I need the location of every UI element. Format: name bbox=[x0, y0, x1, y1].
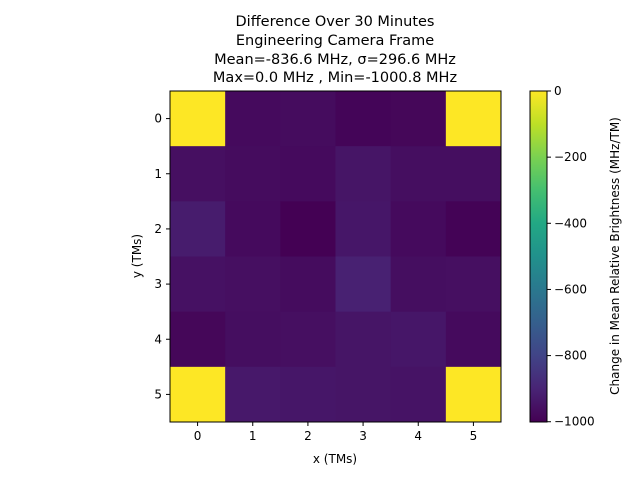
heatmap-cell-r2-c1 bbox=[225, 201, 281, 257]
y-axis: 0 1 2 3 4 5 bbox=[154, 112, 170, 401]
colorbar-tick-label: −1000 bbox=[554, 415, 595, 429]
heatmap-cell-r0-c3 bbox=[335, 91, 392, 147]
heatmap-cell-r0-c0 bbox=[170, 91, 226, 147]
heatmap-cell-r2-c2 bbox=[280, 201, 336, 257]
heatmap-cell-r1-c3 bbox=[335, 146, 392, 202]
colorbar-label: Change in Mean Relative Brightness (MHz/… bbox=[608, 117, 622, 395]
x-tick-label: 4 bbox=[414, 429, 422, 443]
x-tick-label: 3 bbox=[359, 429, 367, 443]
heatmap-cell-r4-c2 bbox=[280, 311, 336, 368]
heatmap-cell-r2-c0 bbox=[170, 201, 226, 257]
y-tick-label: 1 bbox=[154, 167, 162, 181]
heatmap-cell-r2-c3 bbox=[335, 201, 392, 257]
heatmap-cell-r5-c3 bbox=[335, 366, 392, 423]
heatmap-cell-r4-c0 bbox=[170, 311, 226, 368]
heatmap-cell-r5-c1 bbox=[225, 366, 281, 423]
title-line-3: Mean=-836.6 MHz, σ=296.6 MHz bbox=[214, 52, 456, 68]
plot-frame bbox=[169, 90, 502, 423]
colorbar-tick-label: −800 bbox=[554, 349, 587, 363]
x-tick-label: 1 bbox=[249, 429, 257, 443]
heatmap-cell-r3-c2 bbox=[280, 256, 336, 313]
x-axis: 0 1 2 3 4 5 bbox=[194, 422, 477, 443]
colorbar-tick-label: −200 bbox=[554, 150, 587, 164]
x-tick-label: 2 bbox=[304, 429, 312, 443]
y-tick-label: 2 bbox=[154, 222, 162, 236]
colorbar-tick-label: −400 bbox=[554, 216, 587, 230]
heatmap-cell-r4-c3 bbox=[335, 311, 392, 368]
chart-title: Difference Over 30 Minutes Engineering C… bbox=[213, 14, 457, 86]
heatmap-cell-r5-c4 bbox=[390, 366, 447, 423]
heatmap-cell-r3-c1 bbox=[225, 256, 281, 313]
heatmap-cell-r1-c0 bbox=[170, 146, 226, 202]
heatmap-cell-r0-c4 bbox=[390, 91, 447, 147]
x-axis-label: x (TMs) bbox=[313, 452, 357, 466]
colorbar-ticks: 0 −200 −400 −600 −800 −1000 bbox=[547, 84, 595, 429]
heatmap-cell-r1-c5 bbox=[445, 146, 502, 202]
title-line-1: Difference Over 30 Minutes bbox=[236, 14, 435, 30]
heatmap-cell-r5-c2 bbox=[280, 366, 336, 423]
heatmap-cell-r2-c4 bbox=[390, 201, 447, 257]
heatmap-cell-r0-c5 bbox=[445, 91, 502, 147]
y-tick-label: 5 bbox=[154, 387, 162, 401]
x-tick-label: 0 bbox=[194, 429, 202, 443]
heatmap-cell-r4-c5 bbox=[445, 311, 502, 368]
heatmap-cell-r1-c2 bbox=[280, 146, 336, 202]
heatmap-cell-r1-c1 bbox=[225, 146, 281, 202]
heatmap-cell-r5-c5 bbox=[445, 366, 502, 423]
y-axis-label: y (TMs) bbox=[130, 234, 144, 278]
colorbar bbox=[529, 90, 548, 423]
title-line-2: Engineering Camera Frame bbox=[236, 33, 434, 49]
heatmap-cell-r2-c5 bbox=[445, 201, 502, 257]
y-tick-label: 4 bbox=[154, 332, 162, 346]
y-tick-label: 0 bbox=[154, 112, 162, 126]
colorbar-tick-label: −600 bbox=[554, 282, 587, 296]
heatmap-cell-r3-c4 bbox=[390, 256, 447, 313]
y-tick-label: 3 bbox=[154, 277, 162, 291]
heatmap-cell-r3-c3 bbox=[335, 256, 392, 313]
x-tick-label: 5 bbox=[470, 429, 478, 443]
heatmap-cell-r0-c2 bbox=[280, 91, 336, 147]
colorbar-tick-label: 0 bbox=[554, 84, 562, 98]
heatmap-cell-r4-c4 bbox=[390, 311, 447, 368]
heatmap-cell-r4-c1 bbox=[225, 311, 281, 368]
title-line-4: Max=0.0 MHz , Min=-1000.8 MHz bbox=[213, 70, 457, 86]
heatmap-cell-r3-c5 bbox=[445, 256, 502, 313]
heatmap-cell-r1-c4 bbox=[390, 146, 447, 202]
heatmap-cell-r5-c0 bbox=[170, 366, 226, 423]
heatmap-cell-r0-c1 bbox=[225, 91, 281, 147]
heatmap-cell-r3-c0 bbox=[170, 256, 226, 313]
heatmap-cells bbox=[170, 91, 502, 423]
